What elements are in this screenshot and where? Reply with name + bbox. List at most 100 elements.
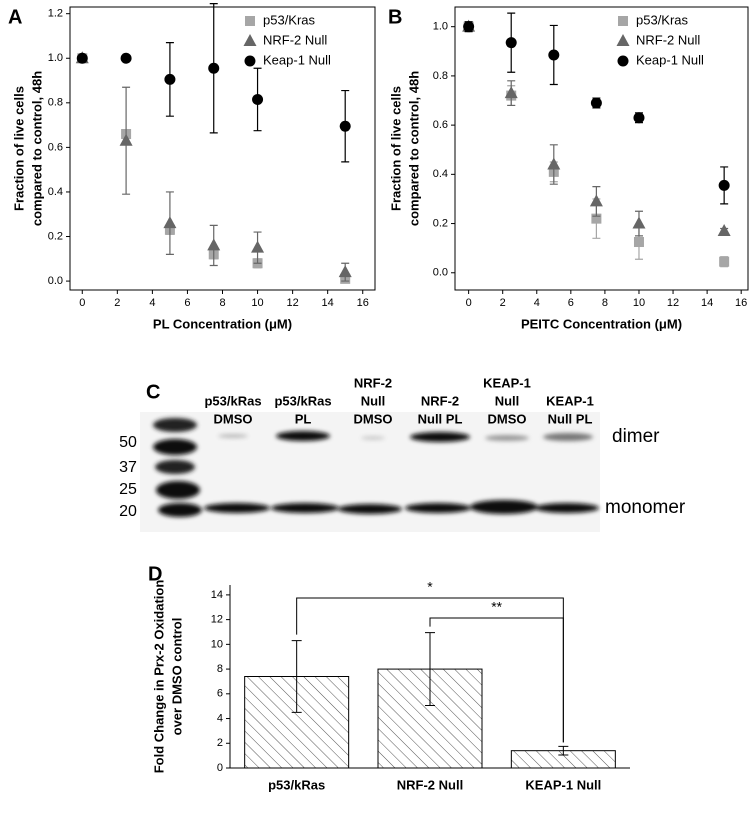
lane-label: PL <box>295 411 312 426</box>
x-tick-label: 4 <box>149 297 155 309</box>
marker-label: 37 <box>119 459 137 476</box>
x-tick-label: 6 <box>568 297 574 309</box>
legend-label: p53/Kras <box>636 12 689 27</box>
marker <box>548 49 560 61</box>
marker <box>252 93 264 105</box>
marker <box>207 238 221 251</box>
lane-label: KEAP-1 <box>483 375 531 390</box>
legend-label: NRF-2 Null <box>636 32 700 47</box>
marker <box>244 55 256 67</box>
marker <box>208 62 220 74</box>
lane-label: NRF-2 <box>354 375 392 390</box>
significance-label: * <box>427 579 433 595</box>
lane-label: Null PL <box>548 411 593 426</box>
marker <box>717 223 731 236</box>
x-tick-label: 4 <box>534 297 540 309</box>
lane-label: DMSO <box>214 411 253 426</box>
marker <box>338 265 352 278</box>
x-tick-label: 10 <box>633 297 645 309</box>
x-tick-label: 6 <box>184 297 190 309</box>
y-tick-label: 0.4 <box>48 186 63 198</box>
lane-label: DMSO <box>354 411 393 426</box>
y-axis-label: Fraction of live cells <box>388 86 403 211</box>
legend-label: Keap-1 Null <box>263 52 331 67</box>
x-tick-label: 14 <box>322 297 334 309</box>
marker <box>632 216 646 229</box>
y-tick-label: 4 <box>217 712 223 724</box>
y-tick-label: 0.8 <box>433 70 448 82</box>
y-tick-label: 14 <box>211 589 223 601</box>
series <box>463 12 730 205</box>
marker <box>633 112 645 124</box>
x-tick-label: 2 <box>500 297 506 309</box>
marker <box>547 157 561 170</box>
y-tick-label: 1.2 <box>48 8 63 20</box>
y-axis-label: Fold Change in Prx-2 Oxidation <box>151 580 166 774</box>
x-tick-label: 0 <box>79 297 85 309</box>
y-tick-label: 0.2 <box>48 230 63 242</box>
panel-label: B <box>388 6 402 28</box>
x-tick-label: 16 <box>735 297 747 309</box>
panel-label: C <box>146 381 160 403</box>
x-tick-label: p53/kRas <box>268 777 325 792</box>
lane-label: NRF-2 <box>421 393 459 408</box>
y-tick-label: 0.6 <box>48 141 63 153</box>
y-tick-label: 8 <box>217 663 223 675</box>
y-tick-label: 2 <box>217 737 223 749</box>
x-tick-label: 14 <box>701 297 713 309</box>
lane-label: Null <box>495 393 520 408</box>
x-tick-label: 8 <box>219 297 225 309</box>
marker <box>163 216 177 229</box>
x-tick-label: 12 <box>667 297 679 309</box>
y-tick-label: 0.4 <box>433 168 448 180</box>
y-tick-label: 12 <box>211 614 223 626</box>
marker-label: 25 <box>119 481 137 498</box>
x-tick-label: 8 <box>602 297 608 309</box>
plot-frame <box>69 6 376 291</box>
x-tick-label: 12 <box>286 297 298 309</box>
marker-label: 50 <box>119 434 137 451</box>
y-tick-label: 0 <box>217 762 223 774</box>
y-axis-label: over DMSO control <box>169 618 184 736</box>
lane-label: DMSO <box>488 411 527 426</box>
significance-label: ** <box>491 599 502 615</box>
marker <box>339 120 351 132</box>
y-tick-label: 0.0 <box>433 267 448 279</box>
marker <box>633 237 644 248</box>
x-tick-label: 0 <box>466 297 472 309</box>
lane-label: p53/kRas <box>274 393 331 408</box>
x-tick-label: 2 <box>114 297 120 309</box>
legend-label: Keap-1 Null <box>636 52 704 67</box>
marker <box>76 52 88 64</box>
marker <box>251 240 265 253</box>
x-tick-label: NRF-2 Null <box>397 777 463 792</box>
lane-label: p53/kRas <box>204 393 261 408</box>
marker <box>617 55 629 67</box>
panel-label: A <box>8 6 22 28</box>
marker <box>164 73 176 85</box>
error-bar <box>291 640 302 713</box>
plot-frame <box>454 6 749 291</box>
marker <box>590 97 602 109</box>
series <box>76 3 351 163</box>
marker <box>589 194 603 207</box>
y-tick-label: 1.0 <box>48 52 63 64</box>
marker <box>120 52 132 64</box>
x-tick-label: KEAP-1 Null <box>525 777 601 792</box>
blot-bands <box>153 418 599 517</box>
marker <box>616 34 630 46</box>
marker <box>719 256 730 267</box>
legend-label: p53/Kras <box>263 12 316 27</box>
y-tick-label: 0.0 <box>48 275 63 287</box>
x-axis-label: PL Concentration (μM) <box>153 316 292 331</box>
lane-label: Null <box>361 393 386 408</box>
error-bar <box>425 632 435 707</box>
y-tick-label: 1.0 <box>433 21 448 33</box>
y-tick-label: 0.6 <box>433 119 448 131</box>
x-tick-label: 10 <box>251 297 263 309</box>
marker-label: 20 <box>119 503 137 520</box>
y-tick-label: 10 <box>211 638 223 650</box>
y-axis-label: compared to control, 48h <box>29 71 44 226</box>
marker <box>618 16 628 26</box>
